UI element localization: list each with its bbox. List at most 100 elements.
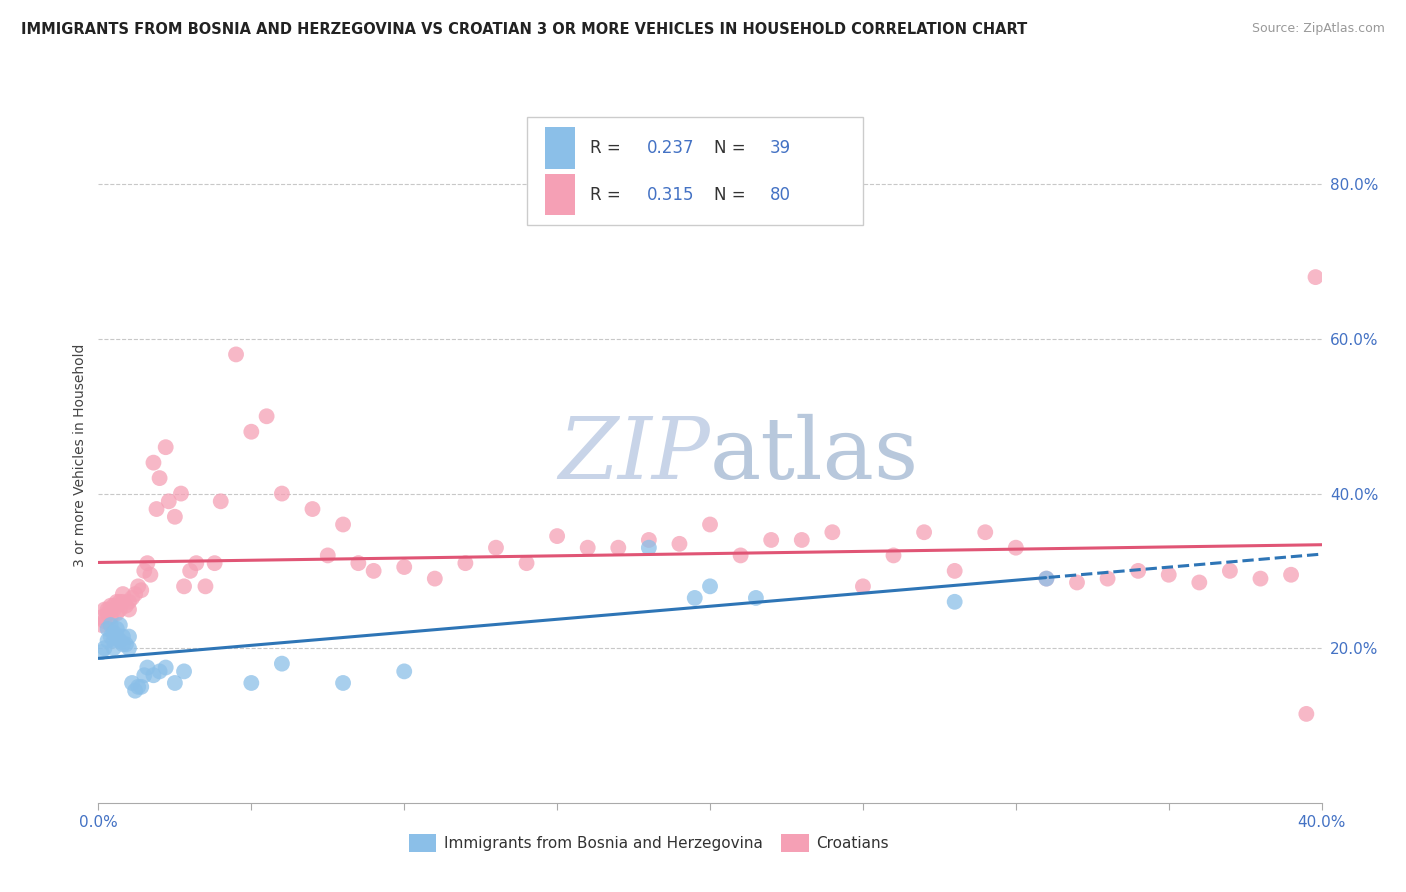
- Point: [118, 641, 141, 656]
- Point: [108, 618, 131, 632]
- Point: [270, 486, 292, 500]
- Point: [108, 633, 131, 648]
- Point: [607, 541, 630, 555]
- Point: [821, 525, 844, 540]
- Point: [134, 668, 156, 682]
- Point: [454, 556, 477, 570]
- Point: [115, 599, 138, 613]
- Point: [111, 637, 134, 651]
- Point: [730, 549, 752, 563]
- Text: 80: 80: [770, 186, 792, 203]
- Point: [145, 502, 167, 516]
- Point: [118, 630, 141, 644]
- Point: [332, 517, 354, 532]
- Point: [103, 599, 125, 613]
- Point: [90, 618, 112, 632]
- Point: [240, 676, 263, 690]
- Point: [100, 618, 122, 632]
- Point: [759, 533, 782, 547]
- Point: [121, 591, 143, 605]
- Point: [118, 602, 141, 616]
- Point: [852, 579, 875, 593]
- Point: [108, 602, 131, 616]
- Text: R =: R =: [591, 139, 626, 157]
- Point: [1157, 567, 1180, 582]
- Point: [121, 676, 143, 690]
- Point: [155, 440, 177, 454]
- Point: [129, 583, 152, 598]
- Point: [163, 509, 186, 524]
- Point: [745, 591, 768, 605]
- Point: [103, 633, 125, 648]
- Point: [516, 556, 538, 570]
- Point: [124, 683, 146, 698]
- Text: Source: ZipAtlas.com: Source: ZipAtlas.com: [1251, 22, 1385, 36]
- Point: [127, 579, 149, 593]
- Point: [194, 579, 217, 593]
- Point: [97, 622, 120, 636]
- Point: [699, 517, 721, 532]
- Point: [546, 529, 568, 543]
- Point: [105, 595, 128, 609]
- Point: [209, 494, 232, 508]
- Point: [332, 676, 354, 690]
- Point: [637, 533, 661, 547]
- Point: [93, 614, 115, 628]
- Point: [111, 595, 134, 609]
- Point: [97, 633, 120, 648]
- Text: atlas: atlas: [710, 413, 920, 497]
- Point: [115, 637, 138, 651]
- Point: [100, 610, 122, 624]
- Y-axis label: 3 or more Vehicles in Household: 3 or more Vehicles in Household: [73, 343, 87, 566]
- Point: [105, 607, 128, 621]
- Point: [301, 502, 323, 516]
- Point: [139, 567, 162, 582]
- Point: [699, 579, 721, 593]
- Point: [1188, 575, 1211, 590]
- Text: R =: R =: [591, 186, 626, 203]
- Point: [347, 556, 370, 570]
- Text: N =: N =: [714, 186, 751, 203]
- Point: [170, 486, 193, 500]
- Text: ZIP: ZIP: [558, 414, 710, 496]
- Point: [108, 595, 131, 609]
- Point: [100, 599, 122, 613]
- Point: [392, 665, 416, 679]
- Point: [485, 541, 508, 555]
- Point: [943, 595, 966, 609]
- Point: [316, 549, 339, 563]
- Text: 39: 39: [770, 139, 792, 157]
- Point: [173, 579, 195, 593]
- Point: [111, 630, 134, 644]
- Legend: Immigrants from Bosnia and Herzegovina, Croatians: Immigrants from Bosnia and Herzegovina, …: [402, 828, 896, 858]
- Point: [90, 645, 112, 659]
- Point: [127, 680, 149, 694]
- Point: [105, 630, 128, 644]
- Point: [97, 607, 120, 621]
- Point: [363, 564, 385, 578]
- Point: [103, 602, 125, 616]
- Point: [576, 541, 599, 555]
- Point: [256, 409, 278, 424]
- Point: [912, 525, 935, 540]
- FancyBboxPatch shape: [546, 128, 575, 169]
- Text: IMMIGRANTS FROM BOSNIA AND HERZEGOVINA VS CROATIAN 3 OR MORE VEHICLES IN HOUSEHO: IMMIGRANTS FROM BOSNIA AND HERZEGOVINA V…: [21, 22, 1028, 37]
- FancyBboxPatch shape: [546, 174, 575, 216]
- Point: [392, 560, 416, 574]
- Point: [1295, 706, 1317, 721]
- Text: 0.237: 0.237: [647, 139, 695, 157]
- Point: [1066, 575, 1088, 590]
- Point: [118, 595, 141, 609]
- Point: [1279, 567, 1302, 582]
- Point: [943, 564, 966, 578]
- Point: [668, 537, 690, 551]
- Point: [163, 676, 186, 690]
- Point: [90, 610, 112, 624]
- Point: [240, 425, 263, 439]
- Point: [136, 660, 159, 674]
- Point: [883, 549, 905, 563]
- Point: [149, 665, 172, 679]
- Point: [186, 556, 208, 570]
- Point: [423, 572, 446, 586]
- Point: [225, 347, 247, 361]
